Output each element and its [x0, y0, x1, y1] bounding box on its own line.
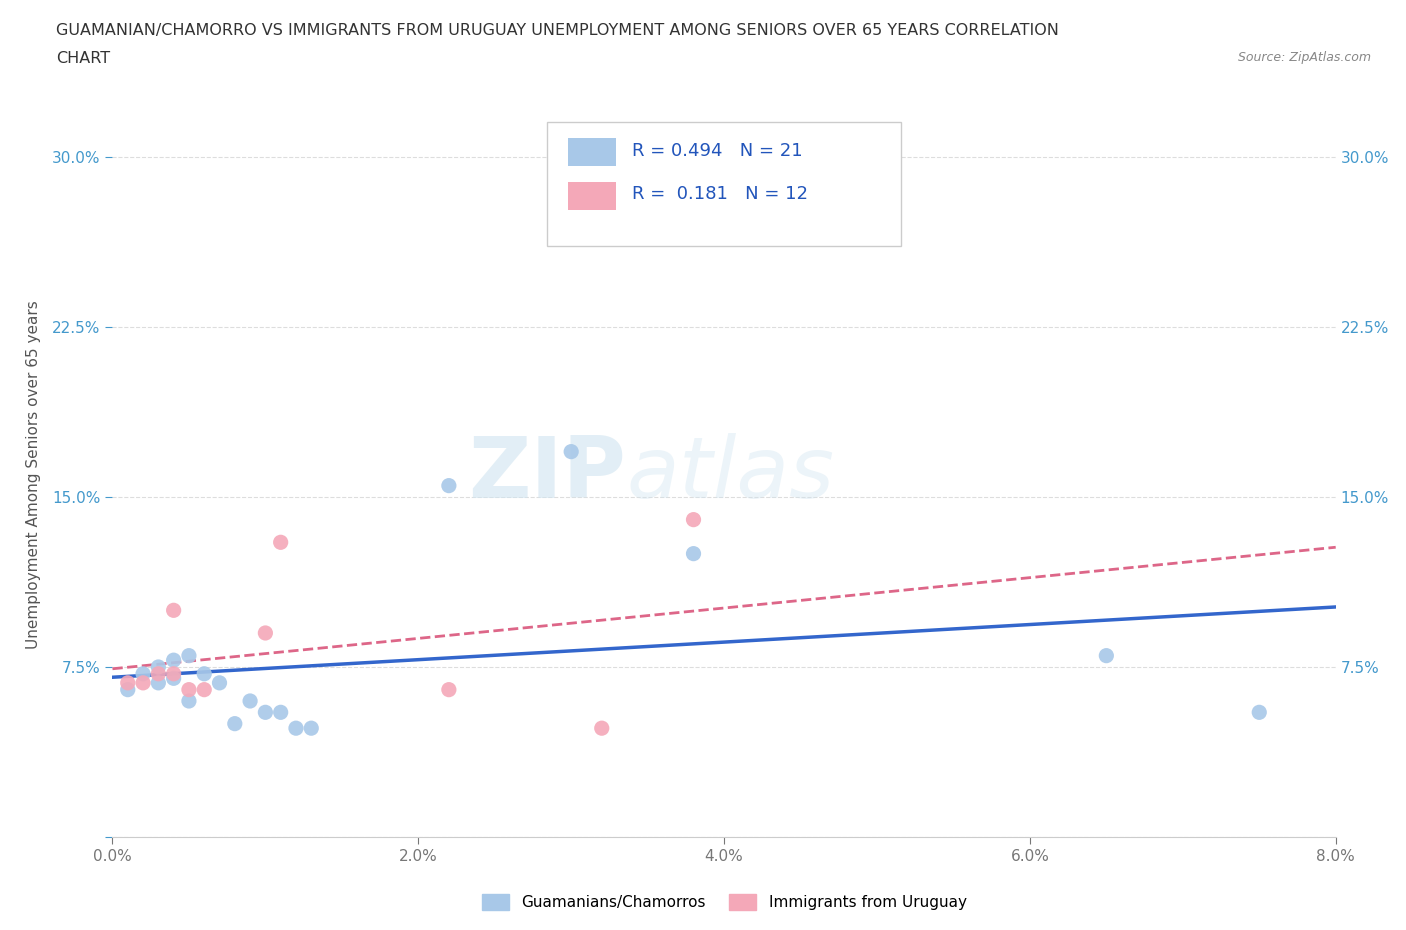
Text: ZIP: ZIP	[468, 432, 626, 516]
Point	[437, 683, 460, 698]
Point	[224, 716, 246, 731]
Y-axis label: Unemployment Among Seniors over 65 years: Unemployment Among Seniors over 65 years	[27, 300, 41, 649]
Point	[177, 683, 200, 698]
Text: GUAMANIAN/CHAMORRO VS IMMIGRANTS FROM URUGUAY UNEMPLOYMENT AMONG SENIORS OVER 65: GUAMANIAN/CHAMORRO VS IMMIGRANTS FROM UR…	[56, 23, 1059, 38]
Point	[163, 671, 186, 685]
Point	[148, 675, 170, 690]
Point	[437, 478, 460, 493]
FancyBboxPatch shape	[568, 139, 616, 166]
Point	[591, 721, 613, 736]
Point	[148, 667, 170, 682]
FancyBboxPatch shape	[547, 123, 901, 246]
Text: R =  0.181   N = 12: R = 0.181 N = 12	[633, 185, 808, 204]
Point	[682, 546, 704, 561]
Point	[148, 659, 170, 674]
Point	[560, 445, 582, 459]
Point	[193, 667, 215, 682]
Text: R = 0.494   N = 21: R = 0.494 N = 21	[633, 141, 803, 160]
Point	[163, 653, 186, 668]
Point	[177, 694, 200, 709]
Text: CHART: CHART	[56, 51, 110, 66]
Point	[117, 675, 139, 690]
Point	[163, 603, 186, 618]
Point	[117, 683, 139, 698]
Text: atlas: atlas	[626, 432, 834, 516]
Point	[254, 705, 277, 720]
FancyBboxPatch shape	[568, 182, 616, 209]
Point	[163, 667, 186, 682]
Point	[1095, 648, 1118, 663]
Point	[299, 721, 322, 736]
Point	[682, 512, 704, 527]
Point	[208, 675, 231, 690]
Text: Source: ZipAtlas.com: Source: ZipAtlas.com	[1237, 51, 1371, 64]
Point	[132, 675, 155, 690]
Point	[1249, 705, 1271, 720]
Point	[132, 667, 155, 682]
Legend: Guamanians/Chamorros, Immigrants from Uruguay: Guamanians/Chamorros, Immigrants from Ur…	[475, 888, 973, 916]
Point	[239, 694, 262, 709]
Point	[284, 721, 308, 736]
Point	[193, 683, 215, 698]
Point	[254, 626, 277, 641]
Point	[270, 705, 292, 720]
Point	[177, 648, 200, 663]
Point	[270, 535, 292, 550]
